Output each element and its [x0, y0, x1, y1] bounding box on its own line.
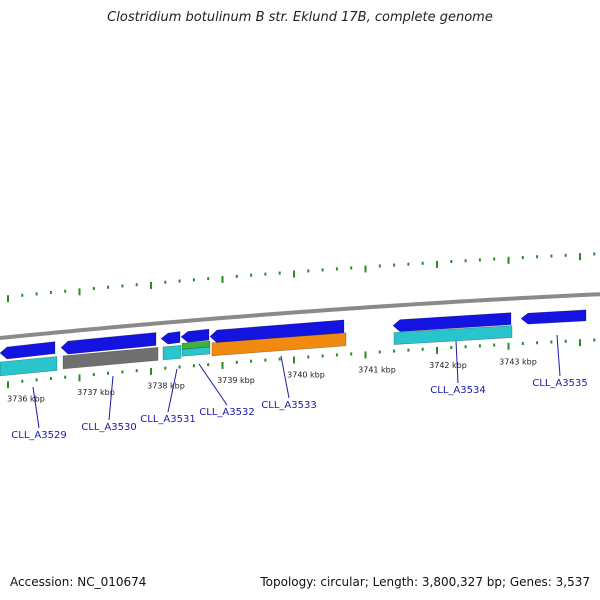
- genome-title: Clostridium botulinum B str. Eklund 17B,…: [107, 10, 493, 25]
- rna-band: [181, 346, 211, 357]
- green-band: [181, 340, 211, 350]
- features: [0, 309, 587, 377]
- orange-band: [211, 332, 347, 357]
- gene-leader-line: [167, 368, 178, 413]
- cds-arrow: [520, 309, 587, 325]
- rna-band: [393, 325, 513, 345]
- rna-band: [0, 356, 58, 377]
- cds-arrow: [209, 319, 345, 344]
- accession-text: Accession: NC_010674: [10, 575, 147, 589]
- kbp-label: 3740 kbp: [287, 371, 325, 380]
- cds-arrow: [160, 331, 181, 345]
- gene-leader-line: [198, 363, 228, 406]
- cds-arrow: [0, 341, 56, 360]
- kbp-label: 3741 kbp: [358, 366, 396, 375]
- cds-arrow: [392, 312, 512, 332]
- kbp-label: 3743 kbp: [499, 357, 537, 366]
- gene-leader-line: [455, 340, 459, 384]
- kbp-labels: 3736 kbp 3737 kbp 3738 kbp 3739 kbp 3740 kbp…: [7, 357, 537, 403]
- gene-label: CLL_A3532: [199, 407, 254, 418]
- kbp-label: 3739 kbp: [217, 376, 255, 385]
- pseudo-band: [62, 346, 159, 370]
- gene-label: CLL_A3530: [81, 422, 136, 433]
- backbone-line: [0, 292, 600, 340]
- outer-ticks: [7, 252, 596, 303]
- kbp-label: 3742 kbp: [429, 361, 467, 370]
- gene-leader-line: [556, 334, 561, 377]
- kbp-label: 3738 kbp: [147, 382, 185, 391]
- backbone: [0, 292, 600, 340]
- gene-leader-line: [108, 375, 114, 421]
- genome-summary: Topology: circular; Length: 3,800,327 bp…: [260, 575, 590, 589]
- gene-leader-line: [32, 386, 40, 429]
- rna-band: [162, 345, 182, 361]
- kbp-label: 3736 kbp: [7, 394, 45, 403]
- kbp-label: 3737 kbp: [77, 388, 115, 397]
- gene-label: CLL_A3529: [11, 430, 66, 441]
- cds-arrow: [60, 332, 157, 355]
- gene-label: CLL_A3531: [140, 414, 195, 425]
- gene-leader-line: [280, 355, 290, 399]
- inner-ticks: [7, 338, 596, 389]
- gene-label: CLL_A3534: [430, 385, 485, 396]
- gene-label: CLL_A3533: [261, 400, 316, 411]
- gene-labels: CLL_A3529 CLL_A3530 CLL_A3531 CLL_A3532 CLL_…: [11, 334, 588, 441]
- gene-label: CLL_A3535: [532, 378, 587, 389]
- cds-arrow: [180, 328, 210, 343]
